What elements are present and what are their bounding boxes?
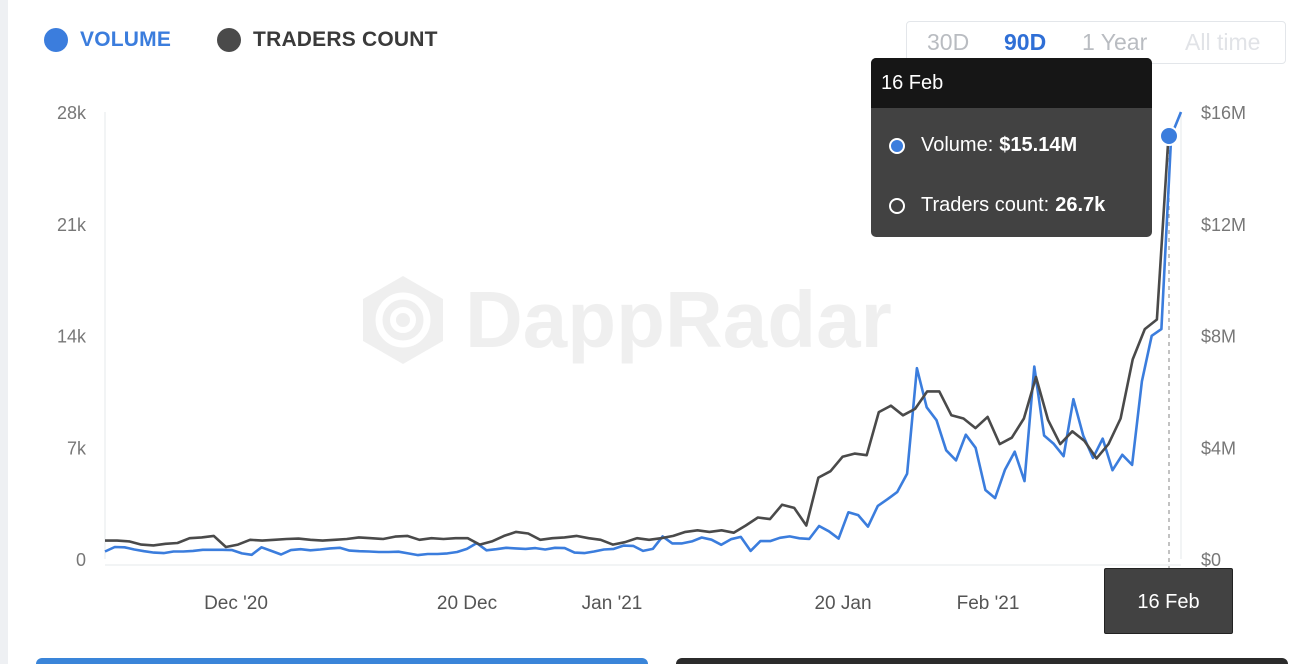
x-tick-label: Dec '20	[204, 593, 268, 614]
y-right-tick-label: $8M	[1201, 327, 1236, 347]
panel-edge	[0, 0, 8, 664]
y-right-tick-label: $4M	[1201, 438, 1236, 458]
dappradar-logo-icon	[363, 276, 443, 364]
x-tick-label: 20 Dec	[437, 593, 497, 614]
tooltip-traders-row: Traders count: 26.7k	[889, 194, 1105, 217]
chart-legend: VOLUME TRADERS COUNT	[44, 28, 438, 52]
tooltip-volume-value: $15.14M	[999, 134, 1078, 156]
volume-series-line	[104, 111, 1183, 557]
volume-legend-dot-icon	[44, 28, 68, 52]
y-left-tick-label: 21k	[57, 215, 87, 235]
tooltip-volume-row: Volume: $15.14M	[889, 134, 1077, 157]
traders-series-line	[105, 127, 1171, 549]
legend-item-volume[interactable]: VOLUME	[44, 28, 171, 52]
tooltip-traders-label: Traders count:	[921, 194, 1050, 216]
y-left-tick-label: 7k	[67, 438, 87, 458]
bottom-tab-indicator-left	[36, 658, 648, 664]
legend-volume-label: VOLUME	[80, 28, 172, 51]
range-option-1-year[interactable]: 1 Year	[1082, 29, 1148, 55]
tooltip-traders-dot-icon	[889, 197, 905, 214]
y-left-tick-label: 0	[76, 550, 86, 570]
tooltip-date: 16 Feb	[871, 58, 1152, 108]
range-option-all-time[interactable]: All time	[1185, 29, 1261, 55]
watermark-text: DappRadar	[465, 275, 892, 364]
legend-traders-label: TRADERS COUNT	[253, 28, 438, 51]
watermark: DappRadar	[355, 272, 892, 368]
y-right-tick-label: $16M	[1201, 103, 1246, 123]
y-left-tick-label: 14k	[57, 327, 87, 347]
x-tick-label: Jan '21	[582, 593, 643, 614]
y-left-tick-label: 28k	[57, 103, 87, 123]
time-range-selector: 30D 90D 1 Year All time	[906, 21, 1286, 64]
tooltip-volume-dot-icon	[889, 137, 905, 154]
x-tick-label: Feb '21	[957, 593, 1020, 614]
tooltip-traders-value: 26.7k	[1055, 194, 1106, 216]
x-tick-label: 20 Jan	[814, 593, 871, 614]
tooltip-volume-text: Volume: $15.14M	[921, 134, 1077, 157]
bottom-tab-indicator-right	[676, 658, 1288, 664]
volume-highlight-point	[1159, 126, 1179, 147]
legend-item-traders[interactable]: TRADERS COUNT	[217, 28, 438, 52]
range-option-30d[interactable]: 30D	[927, 29, 970, 55]
tooltip-volume-label: Volume:	[921, 134, 994, 156]
y-right-tick-label: $0	[1201, 550, 1221, 570]
tooltip-traders-text: Traders count: 26.7k	[921, 194, 1105, 217]
y-right-tick-label: $12M	[1201, 215, 1246, 235]
range-option-90d[interactable]: 90D	[1004, 29, 1047, 55]
x-axis-highlight-badge: 16 Feb	[1104, 568, 1233, 634]
chart-tooltip: 16 Feb Volume: $15.14M Traders count: 26.7…	[871, 58, 1152, 237]
traders-legend-dot-icon	[217, 28, 242, 52]
